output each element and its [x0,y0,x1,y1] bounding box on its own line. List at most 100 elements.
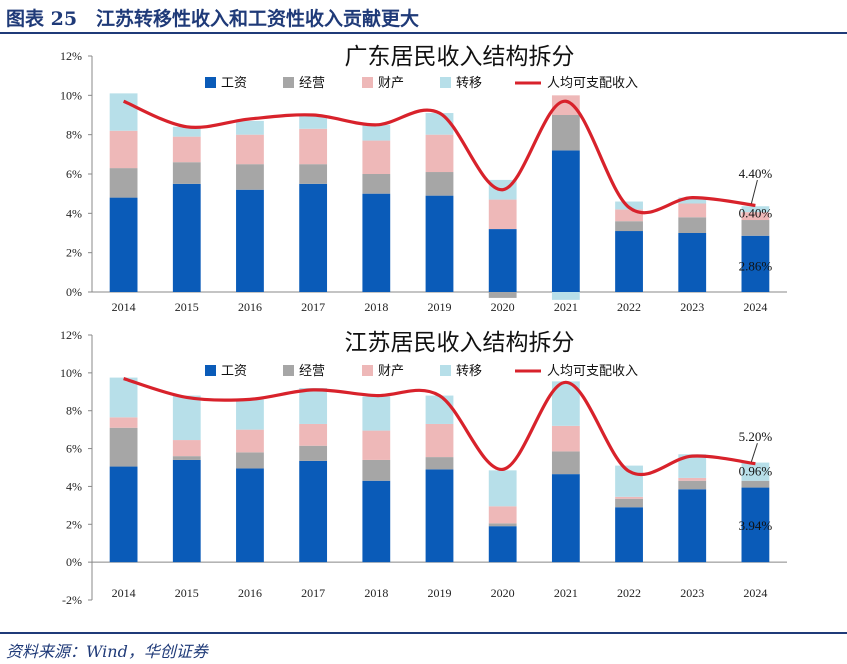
data-label: 4.40% [739,166,773,181]
x-tick-label: 2022 [617,300,641,314]
guangdong-income-chart: 0% 2% 4% 6% 8% 10% 12% 2014 2015 2016 2017 2018 2019… [60,44,787,314]
data-label: 0.96% [739,463,773,478]
x-tick-label: 2015 [175,300,199,314]
bar-property [678,477,707,481]
bar-transfer [236,399,264,430]
bar-transfer [362,396,391,431]
bar-business [741,220,770,236]
bar-property [109,130,138,169]
y-tick-label: 0% [66,285,82,299]
bar-property [236,134,264,165]
figure-title: 图表 25 江苏转移性收入和工资性收入贡献更大 [6,8,420,30]
bar-business [741,480,770,488]
bar-business [172,456,201,460]
income-line [122,99,756,215]
bar-business [425,172,454,196]
x-tick-label: 2023 [680,300,704,314]
bar-business [425,457,454,470]
legend-swatch-wage [205,77,216,88]
y-tick-label: 6% [66,167,82,181]
bar-business [362,174,391,194]
bar-transfer [741,462,770,481]
footer-rule [0,632,847,634]
bar-transfer [741,206,770,213]
bar-wage [109,197,138,292]
y-tick-label: 4% [66,479,82,493]
y-tick-label: -2% [62,593,82,607]
bar-business [236,452,264,469]
legend-label: 工资 [221,76,247,91]
bar-wage [488,526,517,563]
bar-transfer [362,124,391,141]
bar-property [425,423,454,458]
bar-business [172,162,201,184]
bar-business [551,451,580,475]
legend-label: 转移 [456,364,482,379]
x-tick-label: 2020 [491,586,515,600]
bar-business [109,168,138,198]
bar-wage [172,459,201,563]
x-tick-label: 2024 [743,300,767,314]
bar-transfer [488,470,517,507]
y-tick-label: 2% [66,246,82,260]
bar-property [678,203,707,218]
bar-property [299,423,328,446]
data-label: 2.86% [739,258,773,273]
bar-wage [299,460,328,563]
bar-property [551,425,580,452]
y-tick-label: 10% [60,88,82,102]
x-tick-label: 2022 [617,586,641,600]
chart-title: 江苏居民收入结构拆分 [345,330,575,356]
bar-property [741,212,770,221]
bar-wage [425,469,454,563]
legend-label: 工资 [221,364,247,379]
data-label: 0.40% [739,205,773,220]
y-tick-label: 6% [66,442,82,456]
data-label: 3.94% [739,518,773,533]
legend-label: 财产 [378,76,404,91]
bar-wage [172,183,201,292]
legend-swatch-business [283,365,294,376]
bar-wage [488,229,517,292]
bar-business [615,221,643,232]
x-tick-label: 2023 [680,586,704,600]
bar-transfer [236,120,264,135]
bar-property [488,199,517,230]
bar-business [488,523,517,527]
bar-transfer [551,292,580,300]
source-note: 资料来源：Wind，华创证券 [6,642,208,661]
x-tick-label: 2024 [743,586,767,600]
y-tick-label: 8% [66,128,82,142]
annotation-leader [750,179,758,204]
bar-wage [741,487,770,563]
x-tick-label: 2016 [238,586,262,600]
bar-property [299,128,328,165]
income-line [123,377,756,477]
bar-wage [362,193,391,292]
bar-transfer [678,454,707,478]
bar-property [615,496,643,499]
bar-transfer [109,93,138,131]
legend-swatch-property [362,365,373,376]
x-tick-label: 2018 [364,586,388,600]
bar-transfer [109,377,138,418]
y-tick-label: 2% [66,517,82,531]
y-tick-label: 10% [60,366,82,380]
bar-wage [615,507,643,563]
bar-business [299,164,328,184]
bar-property [425,134,454,173]
bar-transfer [299,388,328,424]
x-tick-label: 2017 [301,300,325,314]
bar-wage [109,466,138,563]
x-tick-label: 2014 [112,586,136,600]
bar-property [615,209,643,222]
bar-wage [678,233,707,292]
bar-wage [236,189,264,292]
y-tick-label: 8% [66,404,82,418]
annotation-leader [750,443,758,462]
bar-transfer [425,395,454,424]
data-label: 5.20% [739,429,773,444]
legend-label: 转移 [456,76,482,91]
bar-business [109,427,138,467]
bar-wage [362,480,391,563]
